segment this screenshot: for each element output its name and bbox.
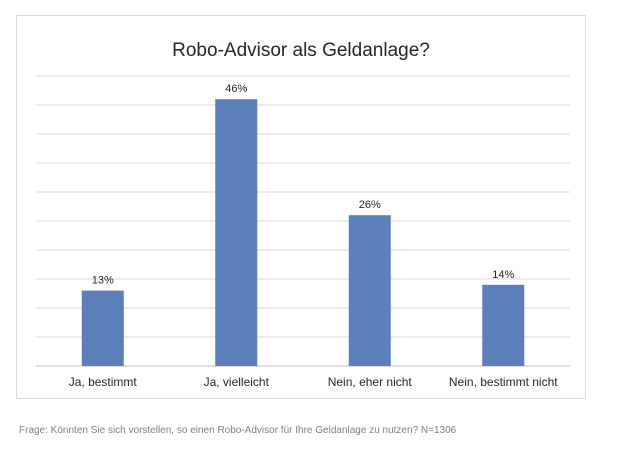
category-label: Nein, eher nicht [328,375,413,389]
footnote: Frage: Könnten Sie sich vorstellen, so e… [19,425,457,436]
bar [348,215,391,366]
category-label: Ja, bestimmt [69,375,138,389]
bar [215,99,258,366]
data-label: 46% [225,83,247,95]
data-label: 13% [92,275,114,287]
bar [81,290,124,366]
chart-title: Robo-Advisor als Geldanlage? [172,40,430,61]
category-label: Ja, vielleicht [204,375,270,389]
data-label: 14% [492,269,514,281]
bar [482,284,525,366]
category-label: Nein, bestimmt nicht [449,375,558,389]
data-label: 26% [359,199,381,211]
